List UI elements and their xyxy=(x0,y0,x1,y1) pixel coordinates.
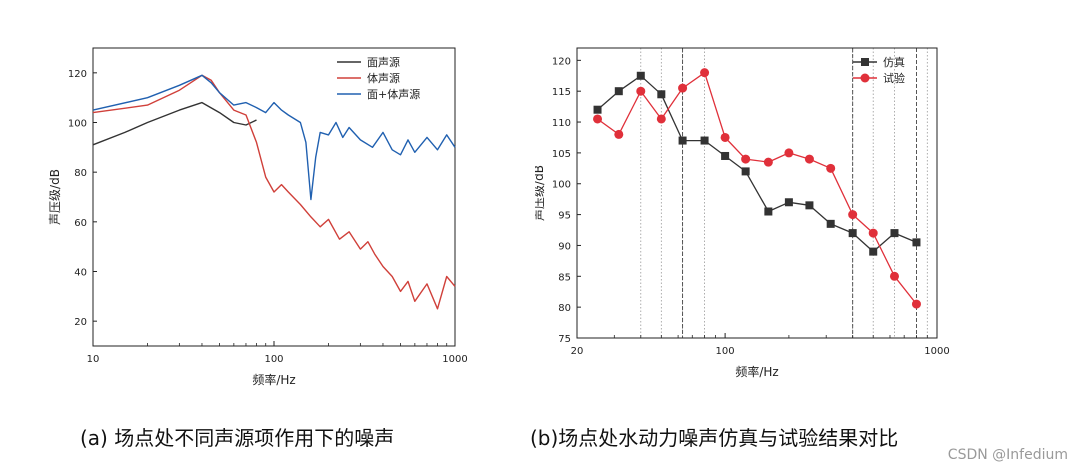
data-point-square xyxy=(741,167,750,176)
data-point-circle xyxy=(741,154,751,164)
watermark: CSDN @Infedium xyxy=(947,447,1068,463)
chart-a: 20 40 60 80 100 120 10 100 1000 频率/Hz 声压级/dB 面声源体声源… xyxy=(40,40,480,390)
data-point-square xyxy=(636,71,645,80)
data-point-square xyxy=(721,151,730,160)
legend-label: 体声源 xyxy=(367,71,400,85)
data-point-circle xyxy=(720,132,730,142)
y-tick-label: 95 xyxy=(558,211,571,222)
y-tick-label: 120 xyxy=(552,56,571,67)
caption-b: (b)场点处水动力噪声仿真与试验结果对比 xyxy=(530,426,899,450)
data-point-circle xyxy=(911,299,921,309)
data-point-circle xyxy=(889,271,899,281)
x-tick-label: 1000 xyxy=(924,346,949,357)
legend-label: 面声源 xyxy=(367,55,400,69)
y-tick-label: 75 xyxy=(558,334,571,345)
data-point-square xyxy=(912,238,921,247)
y-tick-label: 100 xyxy=(68,119,87,130)
series-line-1 xyxy=(92,101,257,146)
y-tick-label: 100 xyxy=(552,180,571,191)
data-point-circle xyxy=(636,86,646,96)
data-point-circle xyxy=(848,210,858,220)
chart-b-svg: 75 80 85 90 95 100 105 110 115 120 20 100 1000 频率/Hz 声… xyxy=(532,47,950,379)
y-tick-label: 115 xyxy=(552,87,571,98)
data-point-square xyxy=(764,207,773,216)
x-tick-label: 10 xyxy=(87,354,100,365)
data-point-square xyxy=(848,229,857,238)
data-point-circle xyxy=(763,157,773,167)
x-axis-label: 频率/Hz xyxy=(735,364,778,379)
data-point-circle xyxy=(678,83,688,93)
series-line-2 xyxy=(597,72,918,305)
data-point-circle xyxy=(700,68,710,78)
data-point-square xyxy=(869,247,878,256)
y-tick-label: 120 xyxy=(68,69,87,80)
data-point-square xyxy=(678,136,687,145)
x-tick-label: 100 xyxy=(716,346,735,357)
series-line-1 xyxy=(597,75,917,253)
y-axis-label: 声压级/dB xyxy=(48,169,62,225)
data-point-square xyxy=(784,198,793,207)
series-line-2 xyxy=(92,74,456,310)
x-tick-label: 1000 xyxy=(442,354,467,365)
y-tick-label: 80 xyxy=(74,168,87,179)
chart-b: 75 80 85 90 95 100 105 110 115 120 20 100 1000 频率/Hz 声… xyxy=(532,40,955,390)
plot-frame xyxy=(576,47,938,339)
data-point-square xyxy=(700,136,709,145)
caption-a: (a) 场点处不同声源项作用下的噪声 xyxy=(80,426,395,450)
y-axis-label: 声压级/dB xyxy=(535,165,546,221)
legend-marker-square xyxy=(861,58,869,66)
y-tick-label: 110 xyxy=(552,118,571,129)
data-point-circle xyxy=(614,129,624,139)
legend-label: 面+体声源 xyxy=(367,87,420,101)
y-tick-label: 40 xyxy=(74,268,87,279)
data-point-square xyxy=(593,105,602,114)
data-point-square xyxy=(657,90,666,99)
chart-a-svg: 20 40 60 80 100 120 10 100 1000 频率/Hz 声压级/dB 面声源体声源… xyxy=(48,47,468,387)
x-tick-label: 100 xyxy=(264,354,283,365)
y-tick-label: 80 xyxy=(558,303,571,314)
y-tick-label: 85 xyxy=(558,272,571,283)
data-point-square xyxy=(826,219,835,228)
x-axis-label: 频率/Hz xyxy=(252,372,295,387)
legend-marker-circle xyxy=(860,73,870,83)
y-tick-label: 105 xyxy=(552,149,571,160)
x-tick-label: 20 xyxy=(571,346,584,357)
legend-label: 仿真 xyxy=(883,55,905,69)
y-tick-label: 60 xyxy=(74,218,87,229)
data-point-circle xyxy=(868,228,878,238)
data-point-square xyxy=(805,201,814,210)
y-tick-label: 90 xyxy=(558,241,571,252)
legend-label: 试验 xyxy=(883,71,905,85)
data-point-circle xyxy=(804,154,814,164)
series-line-3 xyxy=(92,74,456,201)
y-tick-label: 20 xyxy=(74,317,87,328)
data-point-circle xyxy=(656,114,666,124)
data-point-square xyxy=(890,229,899,238)
data-point-circle xyxy=(593,114,603,124)
data-point-square xyxy=(614,87,623,96)
data-point-circle xyxy=(784,148,794,158)
data-point-circle xyxy=(826,163,836,173)
